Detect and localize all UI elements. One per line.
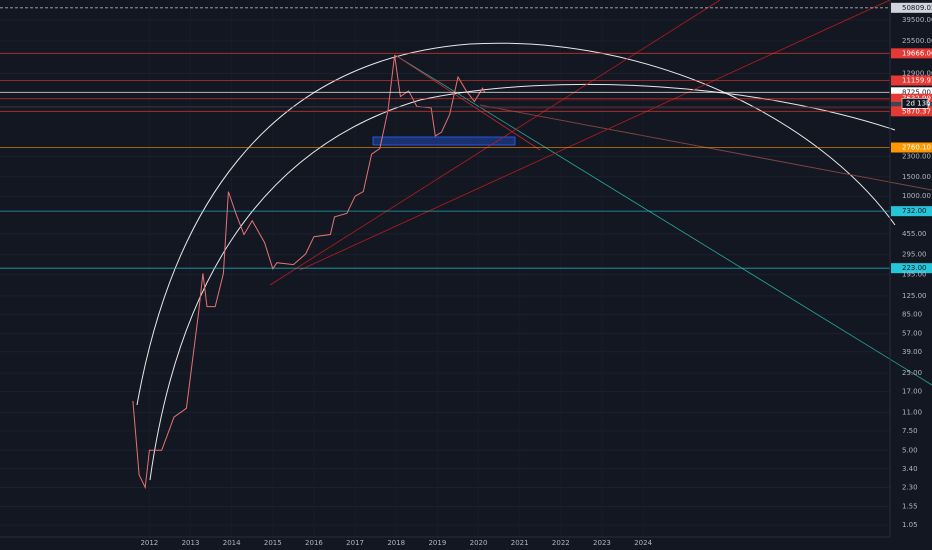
- levels: 50809.0219666.0011159.938725.007632.9964…: [0, 2, 932, 274]
- y-tick-label: 5.00: [902, 446, 918, 454]
- x-tick-label: 2024: [634, 539, 652, 547]
- y-tick-label: 1000.00: [902, 192, 931, 200]
- price-label-box: [891, 206, 932, 217]
- y-tick-label: 85.00: [902, 310, 922, 318]
- price-label-box: [891, 142, 932, 153]
- y-tick-label: 39500.00: [902, 16, 932, 24]
- price-label: 5870.37: [902, 107, 931, 115]
- y-tick-label: 2300.00: [902, 152, 931, 160]
- y-tick-label: 3.40: [902, 465, 918, 473]
- price-label: 11159.93: [902, 77, 932, 85]
- price-label-box: [891, 75, 932, 86]
- price-line: [132, 54, 486, 490]
- trend-line: [394, 54, 541, 151]
- x-tick-label: 2022: [552, 539, 570, 547]
- price-label-box: [891, 48, 932, 59]
- price-label: 8725.00: [902, 88, 931, 96]
- y-tick-label: 1.05: [902, 521, 918, 529]
- price-label: 50809.02: [902, 4, 932, 12]
- price-label-box: [891, 2, 932, 13]
- y-tick-label: 25.00: [902, 369, 922, 377]
- price-label-box: [891, 263, 932, 274]
- price-label: 19666.00: [902, 49, 932, 57]
- price-label: 732.00: [902, 207, 927, 215]
- y-tick-label: 2.30: [902, 484, 918, 492]
- y-tick-label: 7.50: [902, 427, 918, 435]
- x-tick-label: 2015: [264, 539, 282, 547]
- trend-line: [299, 0, 891, 271]
- x-tick-label: 2012: [140, 539, 158, 547]
- countdown-box: [901, 98, 929, 109]
- x-tick-label: 2019: [428, 539, 446, 547]
- x-tick-label: 2018: [387, 539, 405, 547]
- countdown: 2d 13h: [906, 99, 930, 107]
- price-label-box: [891, 87, 932, 98]
- y-tick-label: 1500.00: [902, 173, 931, 181]
- y-tick-label: 17.00: [902, 388, 922, 396]
- y-tick-label: 195.00: [902, 271, 927, 279]
- x-tick-label: 2013: [182, 539, 200, 547]
- y-tick-label: 11.00: [902, 408, 922, 416]
- y-tick-label: 57.00: [902, 330, 922, 338]
- y-tick-label: 125.00: [902, 292, 927, 300]
- grid: [0, 19, 890, 526]
- y-tick-label: 1.55: [902, 502, 918, 510]
- x-tick-label: 2020: [470, 539, 488, 547]
- x-tick-label: 2021: [511, 539, 529, 547]
- y-tick-label: 455.00: [902, 230, 927, 238]
- trend-line: [394, 54, 932, 386]
- y-tick-label: 12900.00: [902, 70, 932, 78]
- y-tick-label: 25500.00: [902, 37, 932, 45]
- x-tick-label: 2023: [593, 539, 611, 547]
- range-box: [372, 136, 516, 146]
- trend-line: [269, 0, 721, 286]
- x-tick-label: 2014: [223, 539, 241, 547]
- y-tick-label: 39.00: [902, 348, 922, 356]
- series: [132, 54, 486, 490]
- price-label: 2760.10: [902, 144, 931, 152]
- y-tick-label: 295.00: [902, 251, 927, 259]
- price-label: 223.00: [902, 264, 927, 272]
- arc: [136, 42, 896, 406]
- arc: [149, 83, 896, 481]
- x-tick-label: 2017: [346, 539, 364, 547]
- price-label-box: [891, 106, 932, 117]
- drawings: [136, 0, 932, 481]
- x-tick-label: 2016: [305, 539, 323, 547]
